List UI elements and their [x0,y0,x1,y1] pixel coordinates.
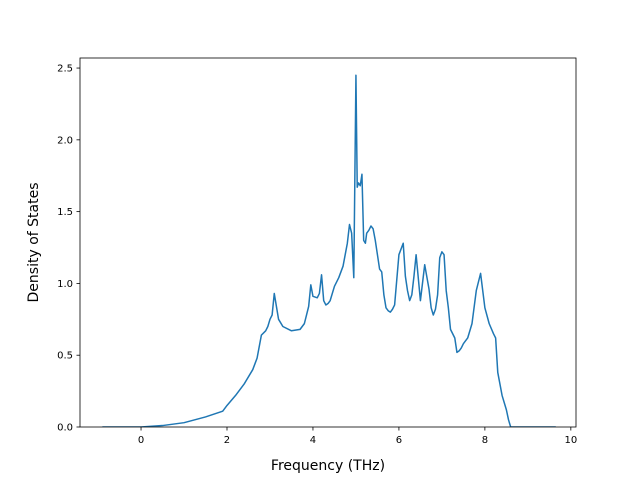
y-tick-label: 1.5 [57,207,73,218]
x-tick-label: 6 [396,435,402,446]
y-tick-label: 2.5 [57,64,73,75]
y-tick-label: 0.0 [57,423,73,434]
x-tick-label: 4 [310,435,316,446]
x-tick-label: 10 [564,435,577,446]
plot-frame [79,57,577,428]
x-axis-label: Frequency (THz) [271,458,385,474]
dos-line [102,74,556,427]
x-tick-label: 2 [224,435,230,446]
x-tick-label: 8 [482,435,488,446]
axis-ticks: 0 2 4 6 8 10 0.0 0.5 1.0 1.5 2.0 2.5 [57,64,577,446]
y-tick-label: 2.0 [57,135,73,146]
y-tick-label: 0.5 [57,351,73,362]
y-tick-label: 1.0 [57,279,73,290]
x-tick-label: 0 [138,435,144,446]
y-axis-label: Density of States [26,183,42,303]
plot-area [102,74,556,427]
